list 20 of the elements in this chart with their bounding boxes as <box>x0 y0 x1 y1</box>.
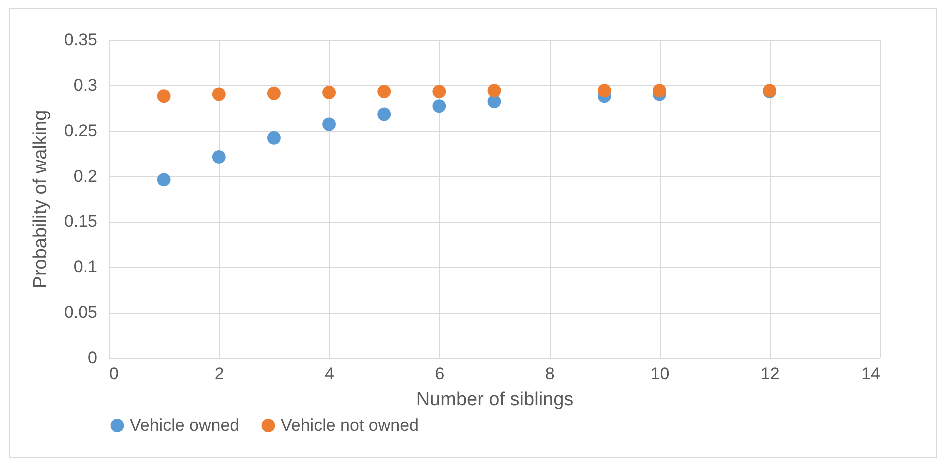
x-tick-label: 4 <box>325 364 335 384</box>
x-tick-label: 6 <box>435 364 445 384</box>
y-tick-label: 0.2 <box>74 166 98 186</box>
y-tick-label: 0.3 <box>74 76 98 95</box>
y-tick-label: 0.25 <box>64 121 98 140</box>
y-axis-title: Probability of walking <box>30 110 52 289</box>
y-tick-label: 0.35 <box>64 30 98 50</box>
x-tick-label: 0 <box>110 364 119 384</box>
legend-label: Vehicle owned <box>130 416 240 435</box>
y-tick-label: 0.05 <box>64 303 98 322</box>
x-tick-label: 2 <box>214 364 224 384</box>
y-tick-label: 0.15 <box>64 212 98 232</box>
legend-label: Vehicle not owned <box>281 416 419 435</box>
x-tick-label: 12 <box>760 364 780 384</box>
x-tick-label: 8 <box>545 364 555 384</box>
y-tick-label: 0 <box>88 348 98 368</box>
x-tick-label: 14 <box>862 364 880 384</box>
x-axis-title: Number of siblings <box>416 390 574 410</box>
x-tick-label: 10 <box>650 364 670 384</box>
y-tick-label: 0.1 <box>74 258 98 277</box>
